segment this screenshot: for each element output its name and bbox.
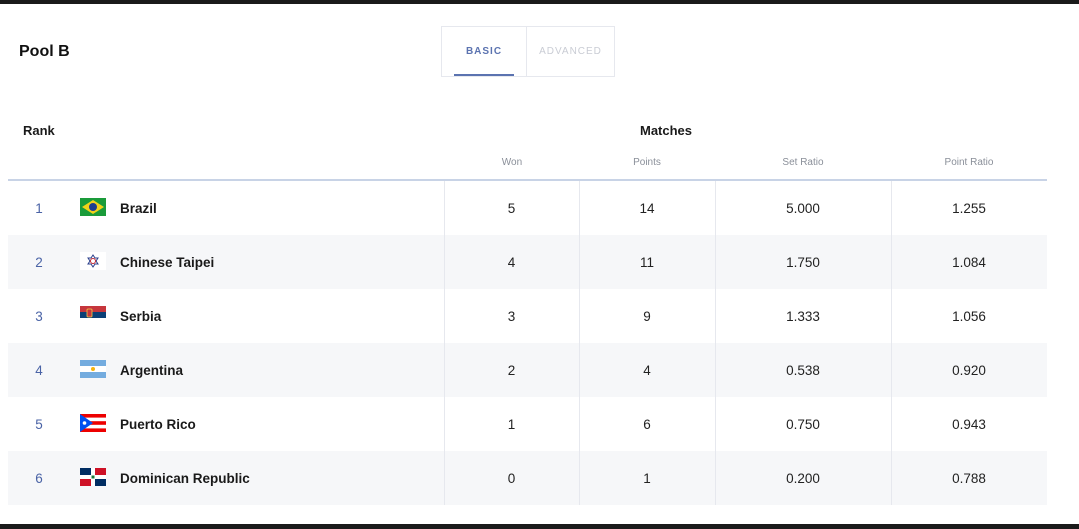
points-cell: 14 (639, 200, 655, 216)
top-border (0, 0, 1079, 4)
points-header: Points (633, 157, 661, 168)
standings-table: 1 Brazil 5 14 5.000 1.255 2 Chinese Taip… (8, 181, 1047, 505)
matches-header: Matches (640, 123, 693, 138)
rank-cell: 3 (35, 308, 43, 324)
column-divider (715, 343, 716, 397)
column-divider (579, 397, 580, 451)
rank-cell: 6 (35, 470, 43, 486)
view-tabs: BASIC ADVANCED (441, 26, 615, 77)
point-ratio-cell: 0.920 (952, 362, 986, 378)
column-divider (891, 181, 892, 235)
column-divider (715, 397, 716, 451)
table-row[interactable]: 5 Puerto Rico 1 6 0.750 0.943 (8, 397, 1047, 451)
set-ratio-cell: 0.750 (786, 416, 820, 432)
point-ratio-cell: 1.056 (952, 308, 986, 324)
tab-advanced-label: ADVANCED (539, 46, 602, 57)
won-cell: 0 (507, 470, 516, 486)
set-ratio-cell: 1.333 (786, 308, 820, 324)
points-cell: 6 (643, 416, 651, 432)
serbia-flag-icon (80, 306, 106, 324)
table-row[interactable]: 1 Brazil 5 14 5.000 1.255 (8, 181, 1047, 235)
table-row[interactable]: 2 Chinese Taipei 4 11 1.750 1.084 (8, 235, 1047, 289)
column-divider (444, 343, 445, 397)
team-name[interactable]: Argentina (120, 362, 184, 378)
won-cell: 4 (507, 254, 516, 270)
column-divider (444, 289, 445, 343)
column-divider (444, 181, 445, 235)
column-divider (579, 235, 580, 289)
set-ratio-header: Set Ratio (782, 157, 824, 168)
active-tab-indicator (454, 74, 514, 76)
column-divider (715, 289, 716, 343)
rank-cell: 1 (35, 200, 43, 216)
column-divider (444, 397, 445, 451)
column-divider (579, 181, 580, 235)
points-cell: 4 (643, 362, 651, 378)
column-divider (715, 235, 716, 289)
set-ratio-cell: 5.000 (786, 200, 820, 216)
tab-basic-label: BASIC (465, 46, 503, 57)
column-divider (715, 181, 716, 235)
column-divider (891, 235, 892, 289)
points-cell: 11 (639, 254, 654, 270)
won-cell: 5 (507, 200, 516, 216)
column-divider (444, 235, 445, 289)
point-ratio-cell: 0.943 (952, 416, 986, 432)
puerto-rico-flag-icon (80, 414, 106, 432)
won-cell: 1 (507, 416, 516, 432)
tab-basic[interactable]: BASIC (441, 26, 527, 77)
won-cell: 3 (507, 308, 516, 324)
rank-cell: 4 (35, 362, 43, 378)
table-row[interactable]: 4 Argentina 2 4 0.538 0.920 (8, 343, 1047, 397)
column-divider (579, 289, 580, 343)
team-name[interactable]: Dominican Republic (120, 470, 250, 486)
column-divider (579, 451, 580, 505)
column-divider (891, 289, 892, 343)
argentina-flag-icon (80, 360, 106, 378)
pool-title: Pool B (19, 43, 70, 60)
table-row[interactable]: 6 Dominican Republic 0 1 0.200 0.788 (8, 451, 1047, 505)
column-divider (715, 451, 716, 505)
points-cell: 9 (643, 308, 651, 324)
won-cell: 2 (507, 362, 516, 378)
brazil-flag-icon (80, 198, 106, 216)
points-cell: 1 (643, 470, 651, 486)
column-divider (891, 343, 892, 397)
tab-advanced[interactable]: ADVANCED (527, 26, 615, 77)
set-ratio-cell: 0.538 (786, 362, 820, 378)
point-ratio-cell: 1.084 (952, 254, 986, 270)
point-ratio-cell: 1.255 (952, 200, 986, 216)
set-ratio-cell: 1.750 (786, 254, 820, 270)
column-divider (891, 451, 892, 505)
column-divider (891, 397, 892, 451)
team-name[interactable]: Chinese Taipei (120, 254, 215, 270)
dominican-republic-flag-icon (80, 468, 106, 486)
won-header: Won (501, 157, 523, 168)
rank-cell: 2 (35, 254, 43, 270)
team-name[interactable]: Puerto Rico (120, 416, 196, 432)
column-divider (444, 451, 445, 505)
column-divider (579, 343, 580, 397)
bottom-border (0, 524, 1079, 529)
team-name[interactable]: Serbia (120, 308, 162, 324)
table-row[interactable]: 3 Serbia 3 9 1.333 1.056 (8, 289, 1047, 343)
header-divider (8, 179, 1047, 181)
rank-cell: 5 (35, 416, 43, 432)
set-ratio-cell: 0.200 (786, 470, 820, 486)
team-name[interactable]: Brazil (120, 200, 157, 216)
point-ratio-cell: 0.788 (952, 470, 986, 486)
point-ratio-header: Point Ratio (944, 157, 994, 168)
rank-header: Rank (23, 123, 55, 138)
chinese-taipei-flag-icon (80, 252, 106, 270)
